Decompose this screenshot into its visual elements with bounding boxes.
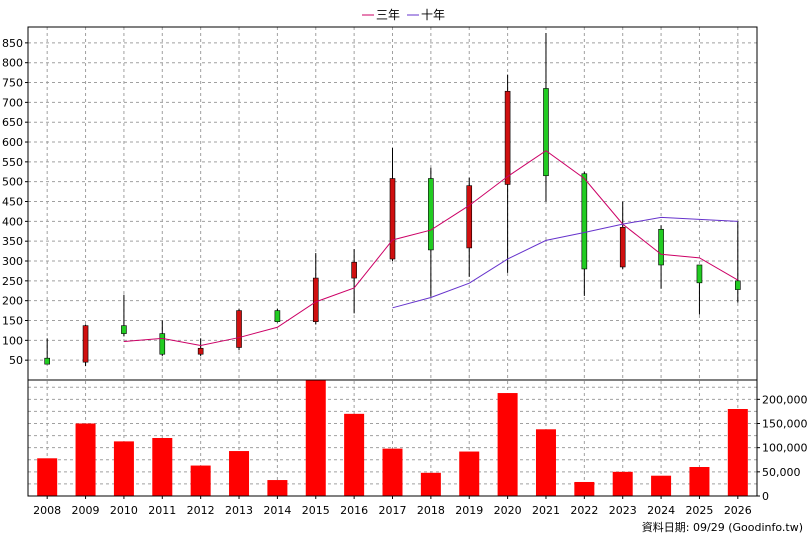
price-tick-label: 450 — [2, 196, 23, 209]
price-tick-label: 550 — [2, 156, 23, 169]
price-tick-label: 300 — [2, 255, 23, 268]
volume-bar — [420, 472, 441, 496]
volume-bar — [459, 451, 480, 496]
candle-body — [82, 325, 89, 363]
year-tick-label: 2015 — [302, 504, 330, 517]
candle-body — [274, 310, 281, 322]
candle-body — [44, 357, 50, 365]
volume-tick-label: 100,000 — [762, 442, 808, 455]
price-tick-label: 800 — [2, 57, 23, 70]
candle-body — [197, 347, 204, 355]
legend: 三年 十年 — [362, 8, 445, 22]
volume-bar — [689, 467, 710, 496]
candle-body — [389, 178, 396, 260]
volume-bar — [305, 380, 326, 496]
price-tick-label: 400 — [2, 215, 23, 228]
volume-tick-label: 50,000 — [762, 466, 801, 479]
volume-bar — [344, 413, 365, 496]
ma-ten-year-line — [392, 216, 738, 309]
candle-body — [351, 261, 357, 279]
moving-averages — [123, 150, 739, 347]
price-tick-label: 250 — [2, 275, 23, 288]
candle-body — [581, 173, 588, 270]
legend-label-ten-year: 十年 — [421, 8, 445, 22]
axes: 50 100 150 200 250 300 350 400 450 500 550 600 650 70… — [2, 37, 808, 517]
price-tick-label: 350 — [2, 235, 23, 248]
candle-body — [428, 178, 434, 251]
year-tick-label: 2021 — [532, 504, 560, 517]
candle-body — [696, 264, 703, 284]
volume-bar — [497, 393, 518, 496]
ma-three-year-line — [123, 150, 739, 347]
candle-body — [543, 88, 549, 177]
price-tick-label: 200 — [2, 295, 23, 308]
candle-body — [504, 90, 511, 185]
volume-bars — [37, 380, 748, 496]
year-tick-label: 2008 — [33, 504, 61, 517]
candlesticks — [44, 32, 741, 367]
year-tick-label: 2023 — [609, 504, 637, 517]
year-tick-label: 2009 — [72, 504, 100, 517]
volume-bar — [267, 480, 288, 496]
candle-body — [658, 228, 664, 266]
volume-bar — [75, 423, 96, 496]
volume-bar — [574, 481, 595, 496]
volume-bar — [727, 409, 748, 496]
volume-bar — [190, 465, 211, 496]
year-tick-label: 2011 — [148, 504, 176, 517]
volume-tick-label: 150,000 — [762, 418, 808, 431]
candle-body — [121, 325, 127, 334]
price-tick-label: 600 — [2, 136, 23, 149]
price-tick-label: 750 — [2, 77, 23, 90]
year-tick-label: 2026 — [724, 504, 752, 517]
year-tick-label: 2013 — [225, 504, 253, 517]
year-tick-label: 2020 — [494, 504, 522, 517]
candle-body — [312, 277, 319, 322]
volume-bar — [535, 429, 556, 496]
candle-body — [236, 310, 242, 348]
volume-bar — [113, 441, 134, 496]
price-tick-label: 850 — [2, 37, 23, 50]
price-tick-label: 150 — [2, 315, 23, 328]
volume-tick-label: 200,000 — [762, 393, 808, 406]
volume-bar — [37, 458, 58, 496]
price-tick-label: 500 — [2, 176, 23, 189]
footer-source: 資料日期: 09/29 (Goodinfo.tw) — [642, 520, 803, 534]
candle-body — [735, 280, 741, 290]
candle-body — [619, 226, 626, 268]
candle-body — [466, 185, 473, 249]
year-tick-label: 2024 — [647, 504, 675, 517]
year-tick-label: 2018 — [417, 504, 445, 517]
year-tick-label: 2022 — [570, 504, 598, 517]
volume-bar — [382, 448, 403, 496]
volume-bar — [612, 471, 633, 496]
legend-label-three-year: 三年 — [376, 8, 400, 22]
year-tick-label: 2012 — [187, 504, 215, 517]
price-tick-label: 100 — [2, 334, 23, 347]
volume-bar — [152, 438, 173, 496]
price-tick-label: 650 — [2, 116, 23, 129]
volume-bar — [651, 475, 672, 496]
year-tick-label: 2016 — [340, 504, 368, 517]
year-tick-label: 2010 — [110, 504, 138, 517]
year-tick-label: 2019 — [455, 504, 483, 517]
volume-tick-label: 0 — [762, 490, 769, 503]
volume-bar — [229, 451, 250, 496]
year-tick-label: 2014 — [263, 504, 291, 517]
candle-body — [159, 333, 166, 355]
price-tick-label: 50 — [9, 354, 23, 367]
price-tick-label: 700 — [2, 96, 23, 109]
year-tick-label: 2017 — [379, 504, 407, 517]
year-tick-label: 2025 — [685, 504, 713, 517]
